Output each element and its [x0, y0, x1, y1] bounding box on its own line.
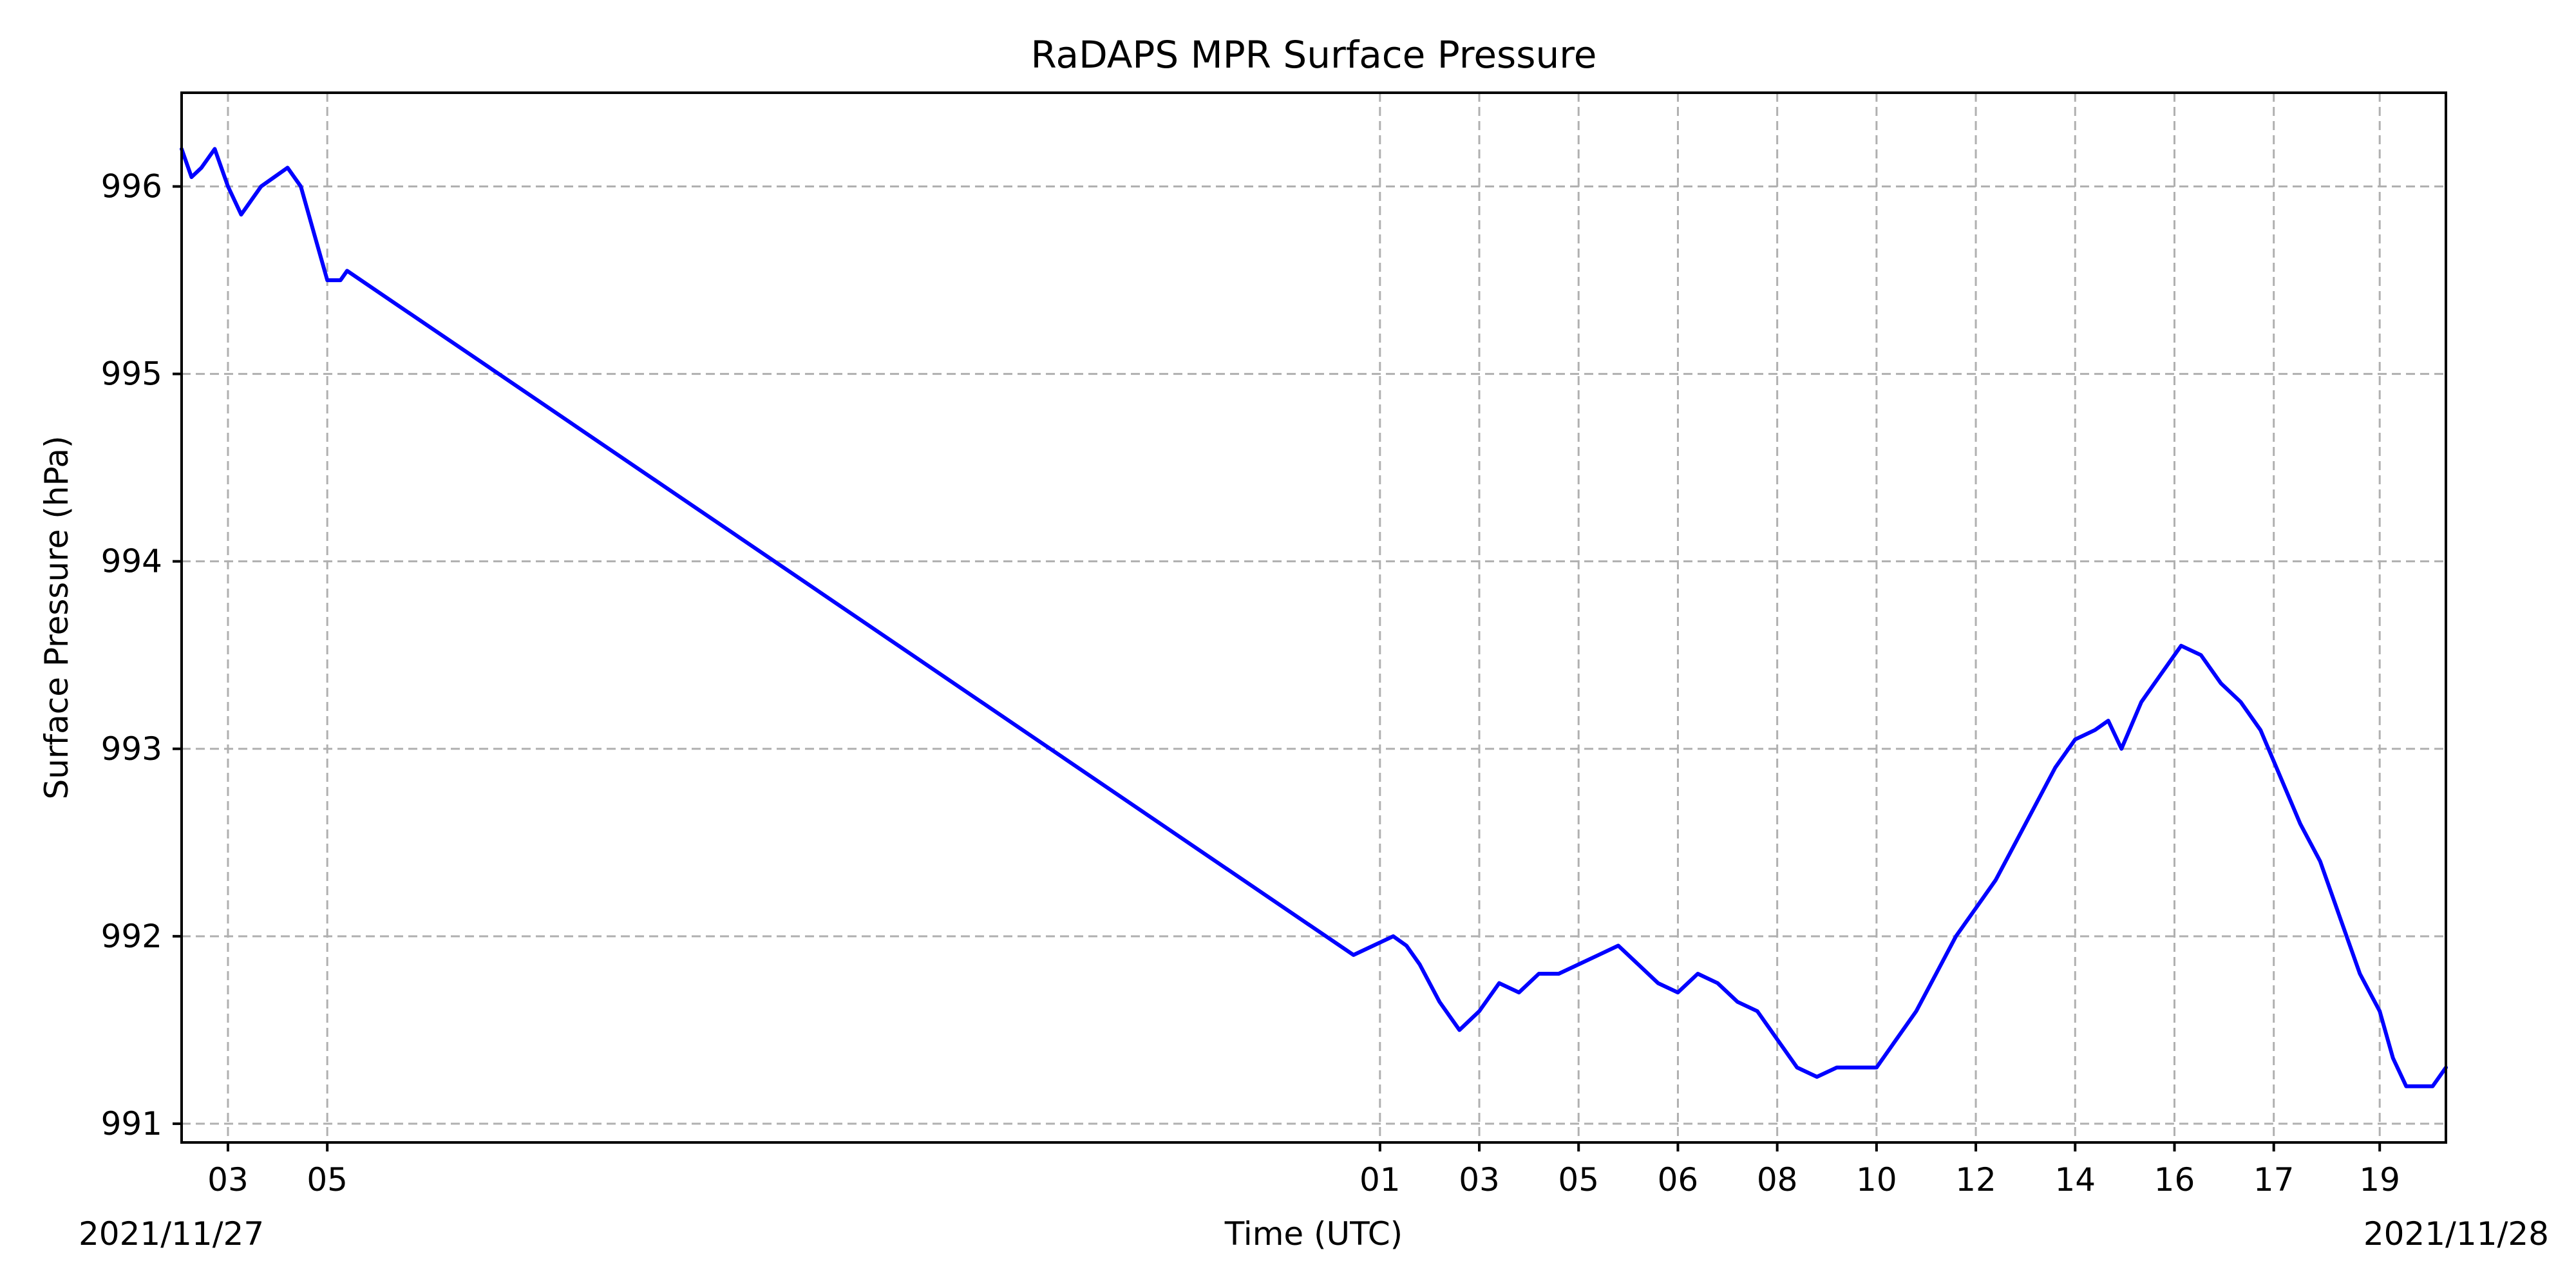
series-line-surface-pressure: [180, 147, 2448, 1088]
y-tick-label: 992: [101, 918, 162, 955]
x-tick-label: 03: [207, 1161, 249, 1198]
x-tick-label: 01: [1359, 1161, 1401, 1198]
y-axis-ticks: 991 992 993 994 995 996: [101, 168, 182, 1142]
x-tick-label: 08: [1757, 1161, 1798, 1198]
x-tick-label: 14: [2054, 1161, 2096, 1198]
y-axis-label: Surface Pressure (hPa): [38, 435, 75, 799]
x-date-label-right: 2021/11/28: [2363, 1215, 2549, 1253]
y-tick-label: 991: [101, 1105, 162, 1142]
x-date-label-left: 2021/11/27: [79, 1215, 264, 1253]
x-tick-label: 05: [1558, 1161, 1599, 1198]
series-layer: [180, 147, 2448, 1088]
y-tick-label: 996: [101, 168, 162, 205]
x-axis-label: Time (UTC): [1224, 1215, 1403, 1253]
x-axis-ticks: 03 05 01 03 05 06 08 10 12 14 16 17 19: [207, 1142, 2400, 1198]
x-tick-label: 19: [2359, 1161, 2400, 1198]
y-tick-label: 993: [101, 730, 162, 768]
y-tick-label: 994: [101, 543, 162, 580]
x-tick-label: 10: [1856, 1161, 1897, 1198]
chart-title: RaDAPS MPR Surface Pressure: [1031, 33, 1597, 77]
plot-frame: [180, 91, 2447, 1144]
x-tick-label: 17: [2253, 1161, 2295, 1198]
x-tick-label: 03: [1459, 1161, 1500, 1198]
x-tick-label: 06: [1658, 1161, 1699, 1198]
x-tick-label: 16: [2154, 1161, 2195, 1198]
y-tick-label: 995: [101, 355, 162, 393]
x-tick-label: 12: [1955, 1161, 1996, 1198]
grid-lines: [182, 93, 2446, 1142]
x-tick-label: 05: [307, 1161, 348, 1198]
